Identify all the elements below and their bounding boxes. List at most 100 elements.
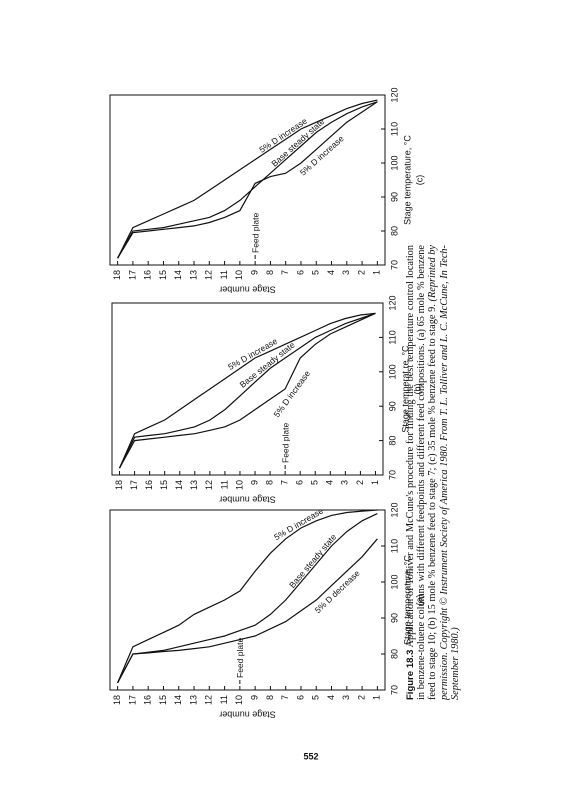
y-tick-label: 1 [372, 270, 382, 275]
y-tick-label: 14 [173, 695, 183, 705]
x-tick-label: 90 [389, 613, 399, 623]
y-axis-title: Stage number [219, 285, 276, 295]
y-tick-label: 10 [234, 480, 244, 490]
y-tick-label: 13 [188, 270, 198, 280]
y-tick-label: 10 [234, 270, 244, 280]
panel-label: (b) [412, 383, 422, 394]
x-tick-label: 70 [389, 685, 399, 695]
y-tick-label: 17 [127, 270, 137, 280]
caption-box: Figure 18.3 Application of Tolliver and … [405, 245, 461, 700]
x-axis-title: Stage temperature, °C [402, 135, 412, 225]
curve [117, 99, 378, 259]
x-tick-label: 100 [387, 364, 397, 379]
y-tick-label: 3 [340, 480, 350, 485]
y-tick-label: 18 [112, 695, 122, 705]
y-tick-label: 9 [249, 480, 259, 485]
y-tick-label: 5 [311, 270, 321, 275]
x-tick-label: 70 [387, 470, 397, 480]
y-tick-label: 14 [173, 270, 183, 280]
x-tick-label: 110 [389, 122, 399, 136]
y-tick-label: 12 [204, 270, 214, 280]
y-tick-label: 7 [280, 695, 290, 700]
curve [117, 509, 378, 684]
panel-label: (c) [414, 175, 424, 186]
y-tick-label: 9 [250, 695, 260, 700]
y-tick-label: 13 [189, 480, 199, 490]
y-tick-label: 2 [356, 695, 366, 700]
y-tick-label: 17 [129, 480, 139, 490]
y-tick-label: 11 [219, 480, 229, 489]
y-tick-label: 3 [341, 695, 351, 700]
y-tick-label: 6 [295, 270, 305, 275]
curve [117, 101, 378, 259]
y-tick-label: 2 [355, 480, 365, 485]
x-tick-label: 110 [387, 330, 397, 344]
y-axis-title: Stage number [219, 495, 276, 505]
y-axis-title: Stage number [219, 710, 276, 720]
y-tick-label: 3 [341, 270, 351, 275]
y-tick-label: 7 [280, 480, 290, 485]
y-tick-label: 4 [325, 480, 335, 485]
y-tick-label: 15 [158, 695, 168, 705]
y-tick-label: 1 [370, 480, 380, 485]
x-tick-label: 110 [389, 539, 399, 553]
x-tick-label: 80 [389, 226, 399, 236]
y-tick-label: 10 [234, 695, 244, 705]
feed-label: Feed plate [250, 213, 260, 253]
x-axis-title: Stage temperat.re, °C [400, 345, 410, 433]
page-number: 552 [303, 751, 318, 761]
y-tick-label: 15 [158, 270, 168, 280]
feed-label: Feed plate [235, 638, 245, 678]
plot-frame [111, 302, 384, 476]
curve [117, 513, 378, 684]
x-tick-label: 80 [389, 649, 399, 659]
caption-label: Figure 18.3 [405, 649, 416, 700]
y-tick-label: 18 [112, 270, 122, 280]
y-tick-label: 11 [219, 270, 229, 279]
y-tick-label: 12 [204, 480, 214, 490]
y-tick-label: 16 [143, 695, 153, 705]
y-tick-label: 14 [174, 480, 184, 490]
x-axis-title: Stage temperature, °C [402, 555, 412, 645]
y-tick-label: 2 [356, 270, 366, 275]
curve [117, 101, 378, 259]
curve [118, 312, 376, 469]
y-tick-label: 7 [280, 270, 290, 275]
y-tick-label: 8 [264, 480, 274, 485]
y-tick-label: 18 [114, 480, 124, 490]
y-tick-label: 6 [295, 480, 305, 485]
curve [117, 538, 378, 684]
y-tick-label: 8 [265, 270, 275, 275]
caption: Figure 18.3 Application of Tolliver and … [405, 245, 461, 700]
y-tick-label: 8 [265, 695, 275, 700]
feed-label: Feed plate [280, 423, 290, 463]
x-tick-label: 100 [389, 155, 399, 170]
x-tick-label: 80 [387, 436, 397, 446]
y-tick-label: 13 [188, 695, 198, 705]
x-tick-label: 120 [389, 87, 399, 102]
y-tick-label: 5 [311, 695, 321, 700]
x-tick-label: 120 [389, 502, 399, 517]
x-tick-label: 90 [387, 401, 397, 411]
x-tick-label: 70 [389, 260, 399, 270]
y-tick-label: 17 [127, 695, 137, 705]
y-tick-label: 16 [143, 270, 153, 280]
y-tick-label: 15 [159, 480, 169, 490]
y-tick-label: 12 [204, 695, 214, 705]
plot-frame [109, 94, 386, 266]
y-tick-label: 6 [295, 695, 305, 700]
x-tick-label: 90 [389, 192, 399, 202]
y-tick-label: 11 [219, 695, 229, 704]
y-tick-label: 5 [310, 480, 320, 485]
y-tick-label: 4 [326, 695, 336, 700]
curve [118, 312, 376, 469]
y-tick-label: 9 [250, 270, 260, 275]
y-tick-label: 1 [372, 695, 382, 700]
y-tick-label: 16 [144, 480, 154, 490]
x-tick-label: 100 [389, 574, 399, 589]
panel-label: (a) [414, 594, 424, 605]
curve [118, 312, 376, 469]
